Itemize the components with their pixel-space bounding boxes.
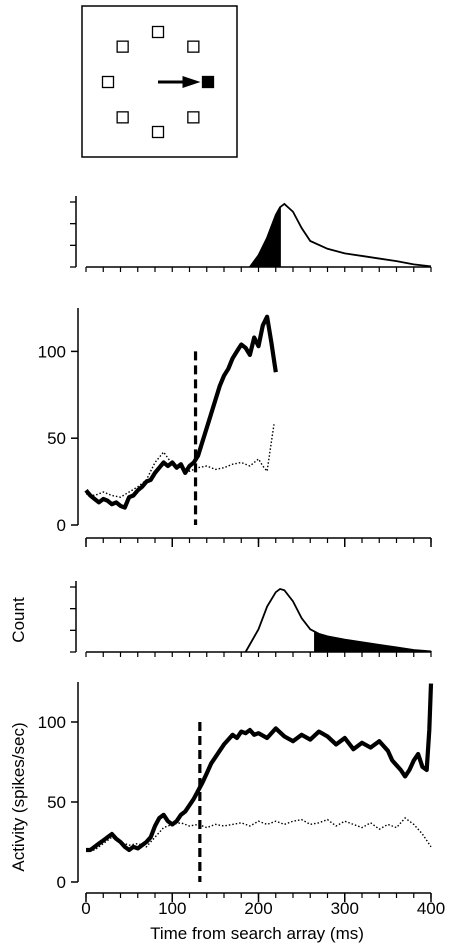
distractor-activity-line: [85, 424, 275, 498]
rt-histogram-bottom: [70, 581, 432, 657]
x-tick-label-300: 300: [331, 899, 359, 918]
distractor-square-6: [187, 111, 200, 124]
target-activity-line: [86, 683, 434, 853]
rt-distribution-curve: [249, 202, 432, 268]
activity-axis-label: Activity (spikes/sec): [9, 722, 28, 871]
distractor-square-5: [151, 125, 165, 139]
y-tick-label-100: 100: [38, 342, 66, 361]
distractor-square-3: [101, 75, 115, 89]
target-square: [201, 75, 215, 89]
distractor-activity-line: [86, 817, 432, 851]
activity-plot-bottom: 0 50 100 0 100 200 300 400: [38, 682, 445, 918]
activity-plot-top: 0 50 100: [38, 308, 432, 547]
y-tick-label-50: 50: [47, 793, 66, 812]
y-tick-label-100: 100: [38, 713, 66, 732]
count-axis-label: Count: [9, 597, 28, 643]
x-tick-label-400: 400: [417, 899, 445, 918]
x-tick-label-0: 0: [81, 899, 90, 918]
y-tick-label-0: 0: [57, 516, 66, 535]
time-axis-label: Time from search array (ms): [150, 924, 364, 943]
rt-distribution-curve: [244, 587, 432, 653]
x-tick-label-100: 100: [158, 899, 186, 918]
search-array-frame: [81, 5, 238, 158]
y-tick-label-50: 50: [47, 429, 66, 448]
distractor-square-2: [116, 40, 129, 53]
search-array-panel: [81, 5, 238, 158]
rt-histogram-top: [70, 196, 432, 272]
saccade-arrow-head: [182, 76, 201, 88]
y-tick-label-0: 0: [57, 873, 66, 892]
rt-shaded-area: [314, 630, 432, 653]
distractor-square-4: [116, 111, 129, 124]
distractor-square-0: [151, 25, 165, 39]
distractor-square-1: [187, 40, 200, 53]
search-array-items: [101, 25, 215, 139]
x-tick-label-200: 200: [244, 899, 272, 918]
target-activity-line: [84, 314, 278, 510]
